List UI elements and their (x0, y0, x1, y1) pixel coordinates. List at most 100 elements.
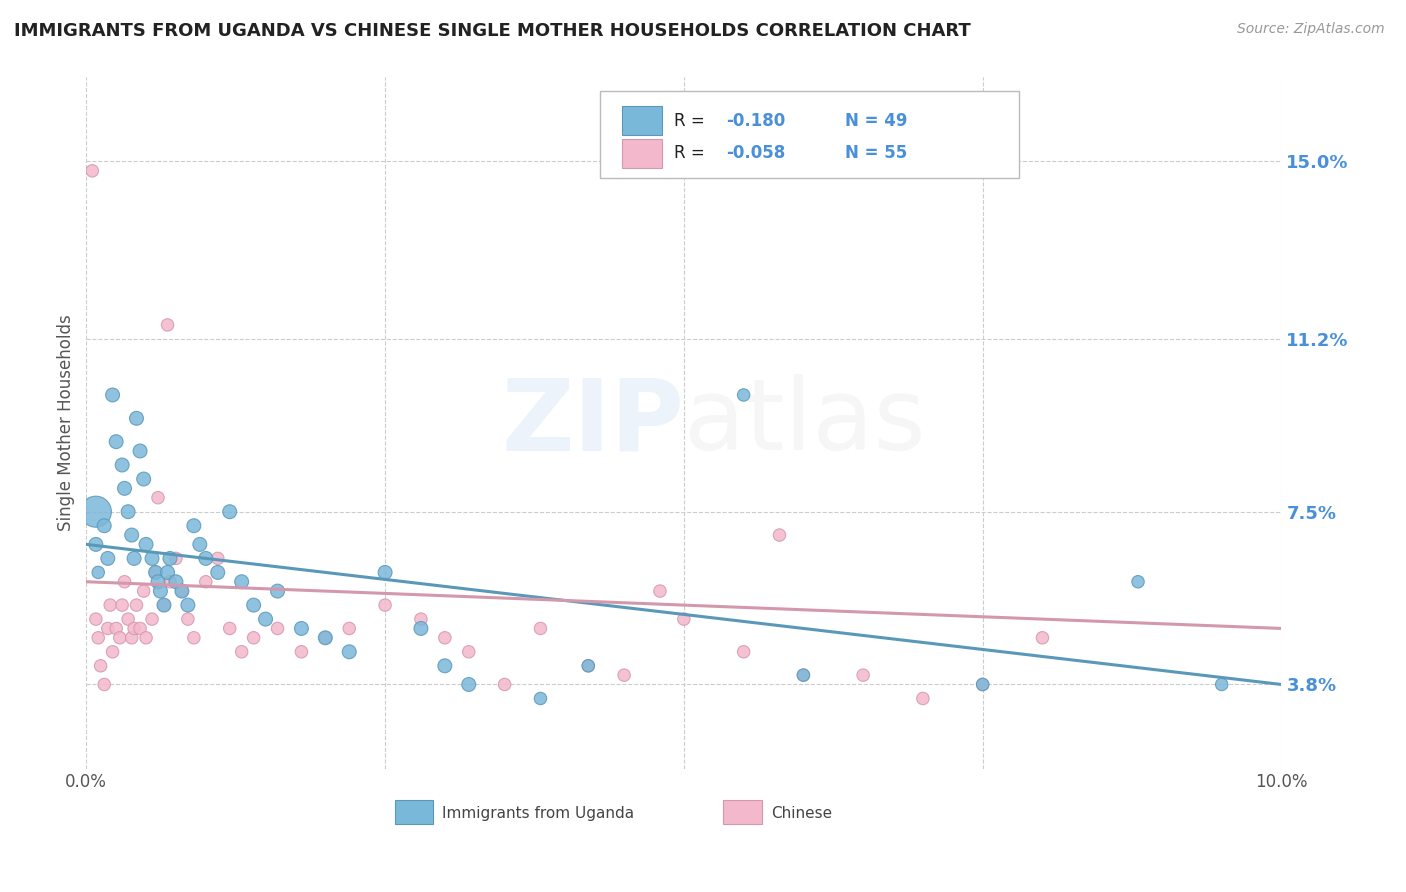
Point (153, 598, 176, 612)
Point (156, 566, 179, 580)
Point (177, 598, 200, 612)
Text: IMMIGRANTS FROM UGANDA VS CHINESE SINGLE MOTHER HOUSEHOLDS CORRELATION CHART: IMMIGRANTS FROM UGANDA VS CHINESE SINGLE… (14, 22, 970, 40)
Point (145, 566, 167, 580)
Point (337, 645, 360, 659)
Point (84, 537, 107, 551)
Point (146, 574, 169, 589)
Point (183, 518, 205, 533)
Point (231, 645, 253, 659)
Point (117, 612, 139, 626)
Text: ZIP: ZIP (501, 375, 683, 472)
Text: -0.058: -0.058 (725, 145, 785, 162)
Point (792, 668, 814, 682)
Point (1211, 677, 1233, 691)
Point (409, 612, 432, 626)
Point (207, 566, 229, 580)
Point (132, 584, 155, 599)
Point (266, 622, 288, 636)
Point (648, 584, 671, 599)
Text: Source: ZipAtlas.com: Source: ZipAtlas.com (1237, 22, 1385, 37)
Point (82, 164, 104, 178)
Point (165, 574, 187, 589)
Y-axis label: Single Mother Households: Single Mother Households (58, 315, 75, 532)
Point (188, 537, 211, 551)
Point (149, 584, 172, 599)
Point (613, 668, 636, 682)
Point (97, 622, 120, 636)
Point (170, 584, 193, 599)
Point (254, 612, 277, 626)
Point (242, 631, 264, 645)
Point (457, 677, 479, 691)
FancyBboxPatch shape (621, 106, 662, 136)
Point (433, 658, 456, 673)
Text: N = 55: N = 55 (845, 145, 907, 162)
FancyBboxPatch shape (621, 139, 662, 168)
Point (129, 444, 152, 458)
Point (529, 622, 551, 636)
Point (170, 584, 193, 599)
Point (105, 622, 128, 636)
Text: R =: R = (675, 145, 710, 162)
Point (135, 631, 157, 645)
Point (141, 612, 163, 626)
Text: N = 49: N = 49 (845, 112, 908, 130)
Point (114, 574, 136, 589)
Point (111, 598, 134, 612)
Point (153, 598, 176, 612)
Point (374, 566, 396, 580)
Point (146, 491, 169, 505)
Point (768, 528, 790, 542)
Point (114, 481, 136, 495)
Point (576, 658, 599, 673)
Point (117, 505, 139, 519)
Point (159, 574, 181, 589)
Point (314, 631, 336, 645)
Point (242, 598, 264, 612)
Text: atlas: atlas (683, 375, 925, 472)
Point (911, 691, 934, 706)
Point (852, 668, 875, 682)
Point (183, 631, 205, 645)
Point (156, 318, 179, 332)
Point (194, 574, 217, 589)
Point (337, 622, 360, 636)
Point (135, 537, 157, 551)
Point (125, 598, 148, 612)
Point (194, 551, 217, 566)
Point (314, 631, 336, 645)
Text: Immigrants from Uganda: Immigrants from Uganda (443, 806, 634, 821)
Point (733, 645, 755, 659)
Point (529, 691, 551, 706)
Point (93, 677, 115, 691)
Point (122, 622, 145, 636)
Point (266, 584, 288, 599)
Point (494, 677, 516, 691)
Point (159, 551, 181, 566)
Point (84, 612, 107, 626)
Point (231, 574, 253, 589)
Point (457, 645, 479, 659)
Point (165, 551, 187, 566)
Point (98, 598, 121, 612)
Point (218, 622, 240, 636)
Point (207, 551, 229, 566)
Point (108, 631, 131, 645)
Point (672, 612, 695, 626)
Point (576, 658, 599, 673)
Text: Chinese: Chinese (770, 806, 832, 821)
Point (145, 566, 167, 580)
Point (132, 472, 155, 486)
Point (972, 677, 994, 691)
FancyBboxPatch shape (395, 800, 433, 824)
Point (1126, 574, 1149, 589)
Point (177, 612, 200, 626)
Point (409, 622, 432, 636)
Point (121, 631, 143, 645)
Point (125, 411, 148, 425)
Point (97, 551, 120, 566)
Point (93, 518, 115, 533)
Point (972, 677, 994, 691)
Point (87, 566, 110, 580)
Point (121, 528, 143, 542)
